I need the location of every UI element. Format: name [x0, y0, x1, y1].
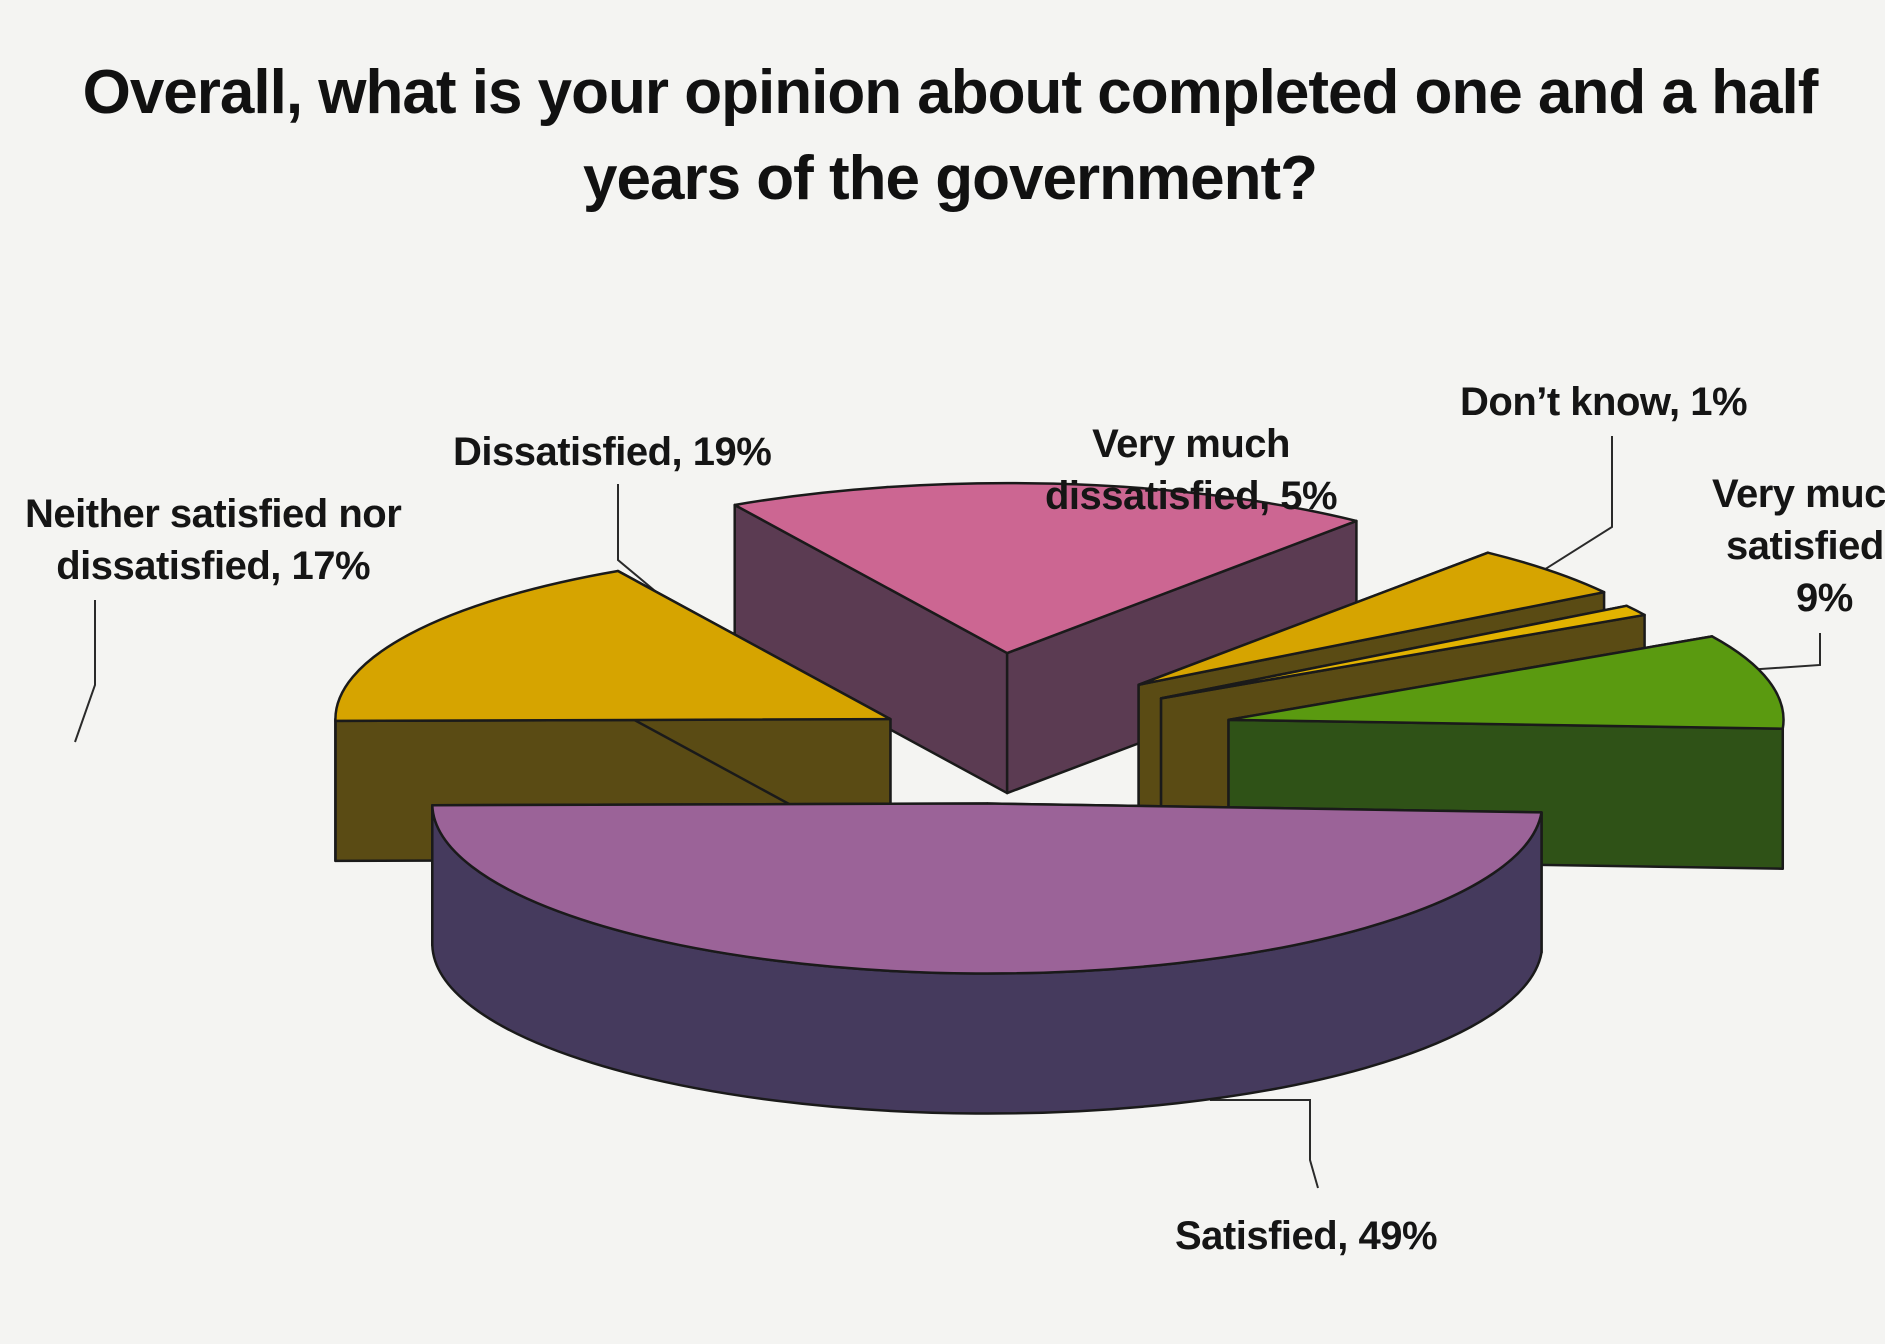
label-very-much-satisfied: Very muc satisfied 9%: [1712, 468, 1885, 624]
label-dont-know-line-1: Don’t know, 1%: [1460, 380, 1748, 424]
label-neither-line-1: Neither satisfied nor: [25, 492, 402, 536]
slice-satisfied-top: [431, 802, 1543, 975]
leader-line-neither: [74, 600, 96, 743]
label-dissatisfied: Dissatisfied, 19%: [453, 426, 772, 478]
label-very-much-dissatisfied-line-2: dissatisfied, 5%: [1045, 474, 1338, 518]
label-dissatisfied-line-1: Dissatisfied, 19%: [453, 430, 772, 474]
slice-dont-know-top: [1159, 604, 1646, 700]
slice-dissatisfied-top: [733, 481, 1358, 655]
label-neither-line-2: dissatisfied, 17%: [56, 544, 371, 588]
label-satisfied: Satisfied, 49%: [1175, 1210, 1438, 1262]
pie-slices: [334, 481, 1785, 1115]
label-very-much-dissatisfied-line-1: Very much: [1092, 422, 1290, 466]
slice-very-much-satisfied-top: [1227, 635, 1785, 730]
chart-title-line-2: years of the government?: [583, 144, 1318, 213]
label-very-much-satisfied-line-2: satisfied: [1726, 524, 1884, 568]
slice-dissatisfied: [733, 481, 1358, 795]
label-neither: Neither satisfied nor dissatisfied, 17%: [25, 488, 402, 592]
label-very-much-satisfied-line-3: 9%: [1796, 576, 1853, 620]
chart-title: Overall, what is your opinion about comp…: [60, 50, 1840, 222]
slice-neither-top: [334, 569, 892, 723]
chart-title-line-1: Overall, what is your opinion about comp…: [82, 58, 1819, 127]
slice-very-much-dissatisfied-top: [1137, 551, 1606, 687]
leader-line-satisfied: [1210, 1099, 1319, 1189]
label-satisfied-line-1: Satisfied, 49%: [1175, 1214, 1438, 1258]
label-dont-know: Don’t know, 1%: [1460, 376, 1748, 428]
label-very-much-dissatisfied: Very much dissatisfied, 5%: [1045, 418, 1338, 522]
label-very-much-satisfied-line-1: Very muc: [1712, 472, 1885, 516]
slice-satisfied: [431, 802, 1543, 1115]
